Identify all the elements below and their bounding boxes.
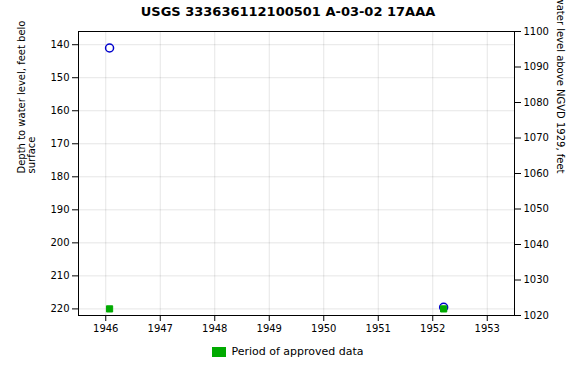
svg-text:140: 140 [50,39,69,50]
svg-text:1060: 1060 [524,168,549,179]
svg-text:200: 200 [50,237,69,248]
svg-text:1070: 1070 [524,132,549,143]
svg-text:160: 160 [50,105,69,116]
html-text:Period of approved data: Period of approved data [231,345,364,358]
svg-text:Depth to water level, feet bel: Depth to water level, feet below landsur… [16,21,37,174]
svg-text:190: 190 [50,204,69,215]
svg-text:180: 180 [50,171,69,182]
svg-text:1947: 1947 [148,323,173,334]
svg-text:1090: 1090 [524,61,549,72]
html-text:USGS 333636112100501 A-03-02 1: USGS 333636112100501 A-03-02 17AAA [140,4,436,19]
svg-text:1953: 1953 [475,323,500,334]
svg-text:1100: 1100 [524,26,549,37]
svg-text:1950: 1950 [311,323,336,334]
svg-text:Groundwater level above NGVD 1: Groundwater level above NGVD 1929, feet [555,0,566,174]
svg-text:1040: 1040 [524,239,549,250]
svg-text:150: 150 [50,72,69,83]
svg-text:210: 210 [50,270,69,281]
svg-text:1020: 1020 [524,310,549,321]
svg-text:1948: 1948 [202,323,227,334]
svg-text:170: 170 [50,138,69,149]
svg-text:1951: 1951 [366,323,391,334]
svg-text:1946: 1946 [93,323,118,334]
svg-text:1030: 1030 [524,274,549,285]
svg-text:220: 220 [50,303,69,314]
svg-text:1952: 1952 [420,323,445,334]
svg-text:1080: 1080 [524,97,549,108]
svg-text:1050: 1050 [524,203,549,214]
svg-text:1949: 1949 [257,323,282,334]
